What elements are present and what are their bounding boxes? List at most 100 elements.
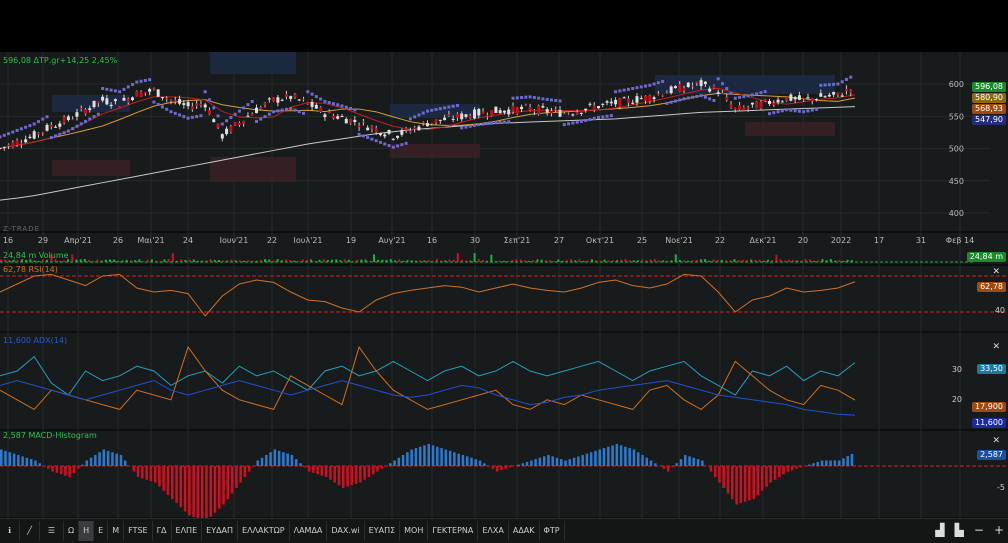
close-adx-icon[interactable]: ✕: [992, 342, 1000, 352]
candle: [755, 101, 759, 109]
toolbar-symbol-11[interactable]: ΕΥΑΠΣ: [365, 521, 401, 541]
zoom-out-icon[interactable]: −: [973, 523, 984, 537]
date-axis-label: 20: [798, 236, 808, 245]
volume-bar: [553, 260, 556, 262]
toolbar-symbol-12[interactable]: ΜΟΗ: [400, 521, 429, 541]
date-axis-label: Ιουλ'21: [294, 236, 323, 245]
support-resistance-zone: [52, 160, 130, 176]
date-axis-label: 29: [38, 236, 48, 245]
macd-histogram-bar: [68, 466, 71, 477]
date-axis-label: 25: [637, 236, 647, 245]
zoom-in-icon[interactable]: +: [993, 523, 1004, 537]
candle: [118, 106, 122, 108]
volume-bar: [481, 260, 484, 262]
volume-bar: [746, 259, 749, 262]
candle: [323, 114, 327, 118]
macd-histogram-bar: [760, 466, 764, 491]
macd-histogram-bar: [795, 466, 798, 469]
chart-canvas[interactable]: 600 550 500 450 400 16 29 Απρ'21 26 Μαι'21 24 Ιουν'…: [0, 52, 1008, 521]
volume-bar: [779, 259, 782, 262]
sar-dot: [237, 109, 241, 113]
volume-bar: [339, 260, 342, 262]
toolbar-symbol-6[interactable]: ΕΛΠΕ: [172, 521, 203, 541]
volume-bar: [716, 259, 719, 262]
draw-line-icon[interactable]: ╱: [20, 521, 40, 541]
sar-dot: [827, 83, 831, 87]
info-icon[interactable]: ℹ: [0, 521, 20, 541]
macd-histogram-bar: [89, 457, 93, 466]
candle: [24, 139, 28, 143]
layout-icon[interactable]: ☰: [40, 521, 64, 541]
volume-bar: [590, 259, 593, 262]
toolbar-symbol-7[interactable]: ΕΥΔΑΠ: [202, 521, 239, 541]
candle: [169, 99, 173, 101]
volume-bar: [268, 259, 271, 262]
sar-dot: [797, 109, 801, 113]
macd-histogram-bar: [376, 466, 379, 472]
volume-bar: [783, 260, 786, 262]
candle: [691, 85, 695, 87]
candle: [105, 98, 109, 105]
volume-bar: [104, 259, 107, 262]
toolbar-symbol-13[interactable]: ΓΕΚΤΕΡΝΑ: [428, 521, 479, 541]
macd-histogram-bar: [602, 448, 606, 466]
macd-histogram-bar: [175, 466, 178, 504]
toolbar-symbol-14[interactable]: ΕΛΧΑ: [478, 521, 509, 541]
candle: [229, 126, 233, 133]
macd-histogram-bar: [406, 452, 409, 466]
close-macd-icon[interactable]: ✕: [992, 436, 1000, 446]
indicators-icon[interactable]: ▙: [954, 523, 964, 537]
toolbar-symbol-16[interactable]: ΦΤΡ: [540, 521, 565, 541]
macd-histogram-bar: [679, 459, 683, 466]
adx-line: [0, 380, 856, 416]
sar-dot: [789, 108, 793, 112]
macd-histogram-bar: [282, 452, 285, 466]
volume-bar: [838, 260, 841, 262]
volume-bar: [578, 259, 581, 262]
price-tag: 580,90: [972, 92, 1006, 103]
candle: [131, 97, 135, 101]
chart-type-icon[interactable]: ▟: [935, 523, 945, 537]
toolbar-symbol-10[interactable]: DAX.wi: [327, 521, 365, 541]
volume-bar: [230, 259, 233, 262]
macd-histogram-bar: [312, 466, 315, 473]
toolbar-symbol-5[interactable]: ΓΔ: [153, 521, 172, 541]
volume-bar: [209, 259, 212, 262]
sar-dot: [622, 88, 626, 92]
close-rsi-icon[interactable]: ✕: [992, 267, 1000, 277]
toolbar-symbol-2[interactable]: E: [94, 521, 109, 541]
sar-dot: [609, 114, 613, 118]
volume-bar: [641, 259, 644, 262]
volume-bar: [599, 260, 602, 262]
macd-histogram-bar: [786, 466, 790, 472]
macd-histogram-bar: [525, 461, 529, 466]
macd-histogram-bar: [833, 460, 837, 466]
candle: [639, 98, 643, 100]
volume-bar: [113, 259, 116, 262]
toolbar-symbol-3[interactable]: M: [108, 521, 125, 541]
toolbar-symbol-8[interactable]: ΕΛΛΑΚΤΩΡ: [238, 521, 290, 541]
toolbar-symbol-9[interactable]: ΛΑΜΔΑ: [290, 521, 328, 541]
date-axis-label: 26: [113, 236, 123, 245]
chart-area[interactable]: 600 550 500 450 400 16 29 Απρ'21 26 Μαι'21 24 Ιουν'…: [0, 52, 1008, 521]
candle: [88, 108, 92, 110]
candle: [532, 110, 536, 112]
sar-dot: [310, 92, 314, 96]
toolbar-symbol-4[interactable]: FTSE: [124, 521, 153, 541]
volume-bar: [322, 259, 325, 262]
toolbar-symbol-0[interactable]: Ω: [64, 521, 80, 541]
candle: [430, 122, 434, 124]
volume-bar: [121, 260, 124, 262]
sar-dot: [716, 77, 720, 81]
toolbar-symbol-1[interactable]: H: [79, 521, 95, 541]
toolbar-symbol-15[interactable]: ΑΔΑΚ: [509, 521, 540, 541]
sar-dot: [216, 114, 220, 118]
macd-histogram-bar: [666, 466, 670, 472]
sar-dot: [289, 107, 293, 111]
volume-bar: [234, 260, 237, 262]
sar-dot: [143, 78, 147, 82]
macd-histogram-bar: [136, 466, 140, 477]
macd-histogram-bar: [183, 466, 187, 512]
volume-bar: [695, 260, 698, 262]
date-axis-label: 17: [874, 236, 884, 245]
